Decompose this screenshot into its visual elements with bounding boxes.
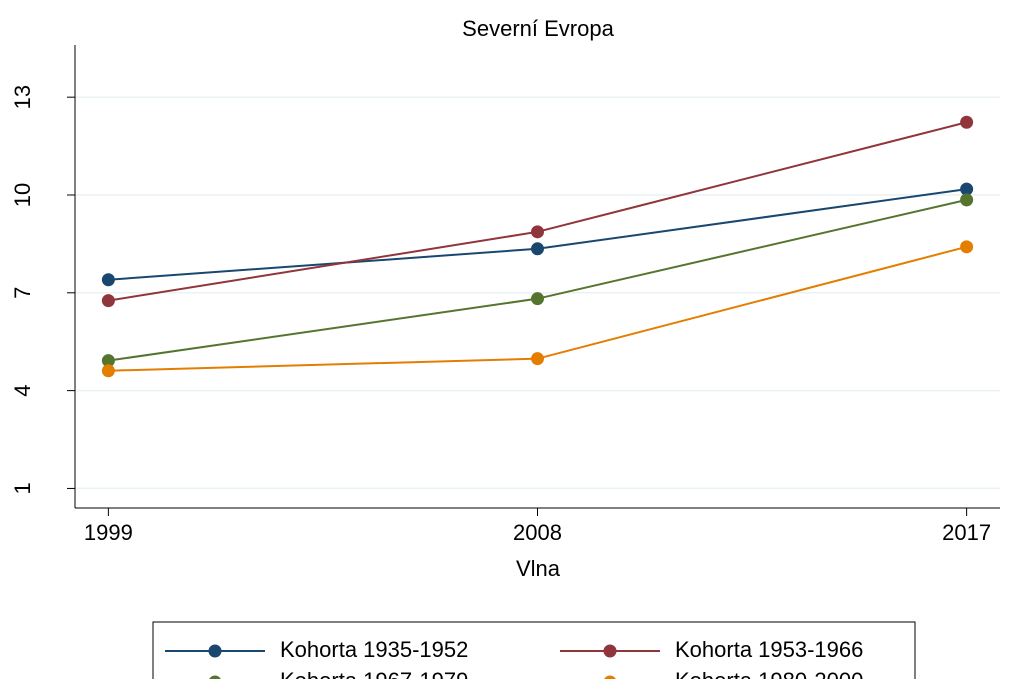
y-tick-label: 7: [10, 287, 35, 299]
series-line: [108, 121, 967, 302]
series-line: [108, 245, 967, 372]
data-point: [531, 292, 544, 306]
data-point: [960, 193, 974, 207]
y-tick-label: 10: [10, 183, 35, 207]
data-point: [101, 364, 115, 378]
legend-marker: [208, 644, 222, 658]
legend-marker: [209, 675, 221, 679]
data-point: [101, 294, 115, 308]
x-tick-label: 2017: [942, 520, 991, 545]
legend-box: [152, 621, 916, 679]
legend-label: Kohorta 1967-1979: [280, 668, 468, 679]
x-tick-label: 2008: [513, 520, 562, 545]
data-point: [960, 115, 974, 129]
data-point: [531, 352, 544, 366]
legend-marker: [604, 675, 616, 679]
y-tick-label: 4: [10, 384, 35, 396]
legend-label: Kohorta 1935-1952: [280, 637, 468, 662]
data-point: [531, 242, 544, 256]
y-tick-label: 13: [10, 85, 35, 109]
data-point: [960, 240, 974, 254]
x-tick-label: 1999: [84, 520, 133, 545]
legend-label: Kohorta 1980-2000: [675, 668, 863, 679]
legend-marker: [603, 644, 617, 658]
data-point: [531, 225, 544, 239]
data-point: [101, 273, 115, 287]
legend-label: Kohorta 1953-1966: [675, 637, 863, 662]
y-tick-label: 1: [10, 482, 35, 494]
data-point: [101, 354, 115, 368]
data-point: [960, 182, 974, 196]
x-axis-label: Vlna: [516, 556, 561, 581]
chart-title: Severní Evropa: [462, 16, 614, 41]
